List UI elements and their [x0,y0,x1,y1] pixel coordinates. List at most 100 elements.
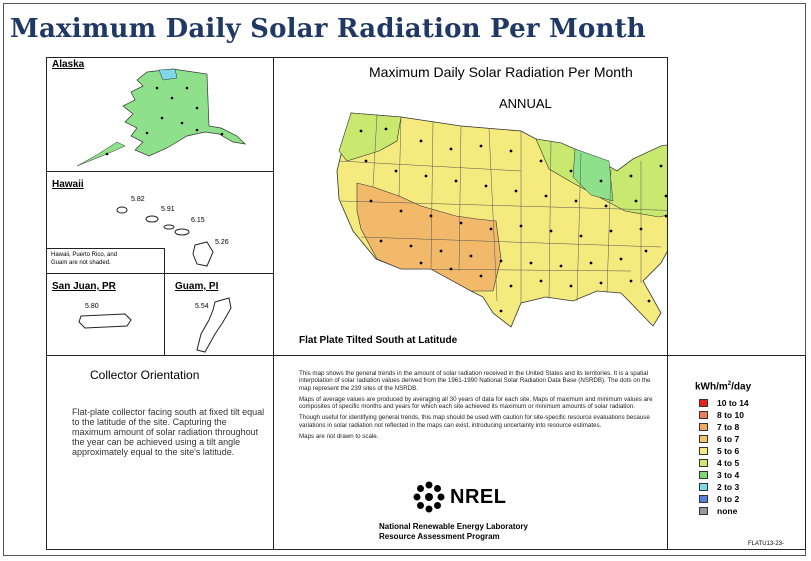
nsrdb-site-dot [549,229,553,233]
nsrdb-site-dot [644,249,648,253]
legend-item: 6 to 7 [699,434,739,444]
collector-panel: Collector Orientation Flat-plate collect… [46,355,274,550]
figure-code: FLATU13-23- [748,541,784,547]
guam-map [196,297,232,353]
legend-panel: kWh/m2/day 10 to 14 8 to 10 7 to 8 6 to 7 5 … [667,355,806,550]
legend-item: 5 to 6 [699,446,739,456]
nsrdb-site-dot [195,106,199,110]
nrel-logo-text: NREL [450,486,507,508]
legend-swatch [699,423,708,431]
nsrdb-site-dot [609,229,613,233]
legend-item: 4 to 5 [699,458,739,468]
nsrdb-site-dot [634,199,638,203]
legend-title-main: kWh/m [695,381,728,393]
nsrdb-site-dot [409,244,413,248]
legend-label: 6 to 7 [717,434,740,444]
description-p3: Though useful for identifying general tr… [299,414,650,429]
legend-title-tail: /day [731,381,752,393]
legend-title: kWh/m2/day [695,381,751,392]
description-panel: This map shows the general trends in the… [273,355,668,550]
legend-label: 5 to 6 [717,446,740,456]
nsrdb-site-dot [394,169,398,173]
legend-label: 0 to 2 [717,494,740,504]
legend-item: 8 to 10 [699,410,744,420]
guam-panel: Guam, PI 5.54 [164,273,274,356]
map-subtitle: ANNUAL [499,96,552,111]
legend-item: 7 to 8 [699,422,739,432]
hawaii-map [116,206,214,267]
nsrdb-site-dot [589,261,593,265]
description-text: This map shows the general trends in the… [299,370,659,444]
nsrdb-site-dot [484,184,488,188]
outer-frame [3,3,806,556]
nsrdb-site-dot [659,164,663,168]
alaska-label: Alaska [52,59,85,70]
legend-swatch [699,447,708,455]
legend-swatch [699,411,708,419]
san-juan-value: 5.80 [85,303,99,310]
nsrdb-site-dot [379,239,383,243]
nsrdb-site-dot [509,149,513,153]
hawaii-note-box [47,248,165,273]
hawaii-note-line1: Hawaii, Puerto Rico, and [51,252,118,258]
collector-text: Flat-plate collector facing south at fix… [72,407,265,457]
nsrdb-site-dot [399,209,403,213]
nsrdb-site-dot [105,152,109,156]
nsrdb-site-dot [544,194,548,198]
nsrdb-site-dot [145,131,149,135]
legend-label: none [717,506,738,516]
nsrdb-site-dot [479,144,483,148]
nsrdb-site-dot [419,139,423,143]
nsrdb-site-dot [499,259,503,263]
nsrdb-site-dot [469,254,473,258]
nsrdb-site-dot [529,261,533,265]
legend-item: none [699,506,737,516]
legend-swatch [699,495,708,503]
nsrdb-site-dot [579,234,583,238]
nsrdb-site-dot [439,249,443,253]
nsrdb-site-dot [459,221,463,225]
nsrdb-site-dot [449,147,453,151]
nsrdb-site-dot [195,128,199,132]
nsrdb-site-dot [599,281,603,285]
nsrdb-site-dot [364,159,368,163]
nsrdb-site-dot [170,96,174,100]
nsrdb-site-dot [424,174,428,178]
main-map-panel: Maximum Daily Solar Radiation Per Month … [273,57,668,356]
nsrdb-site-dot [539,159,543,163]
legend-swatch [699,399,708,407]
tilt-note: Flat Plate Tilted South at Latitude [299,335,458,346]
nsrdb-site-dot [559,264,563,268]
nsrdb-site-dot [639,227,643,231]
nsrdb-site-dot [647,299,651,303]
nsrdb-site-dot [519,224,523,228]
legend-swatch [699,483,708,491]
nsrdb-site-dot [419,261,423,265]
description-p4: Maps are not drawn to scale. [299,433,379,441]
nsrdb-site-dot [369,199,373,203]
nsrdb-site-dot [454,179,458,183]
nsrdb-site-dot [499,309,503,313]
us-solar-map [336,112,667,328]
nsrdb-site-dot [359,129,363,133]
legend-label: 7 to 8 [717,422,740,432]
legend-item: 2 to 3 [699,482,739,492]
nsrdb-site-dot [160,116,164,120]
hawaii-value-1: 5.82 [131,196,145,203]
alaska-panel: Alaska [46,57,274,172]
page-title: Maximum Daily Solar Radiation Per Month [10,14,646,44]
legend-label: 3 to 4 [717,470,740,480]
nsrdb-site-dot [429,214,433,218]
alaska-map [76,68,247,167]
nsrdb-site-dot [539,279,543,283]
map-title: Maximum Daily Solar Radiation Per Month [369,64,633,80]
nsrdb-site-dot [180,121,184,125]
nsrdb-site-dot [220,132,224,136]
hawaii-label: Hawaii [52,179,84,190]
nsrdb-site-dot [155,86,159,90]
san-juan-label: San Juan, PR [52,281,116,292]
legend-swatch [699,459,708,467]
nsrdb-site-dot [574,199,578,203]
organization-line2: Resource Assessment Program [379,532,500,541]
us-region-orange [356,182,502,292]
